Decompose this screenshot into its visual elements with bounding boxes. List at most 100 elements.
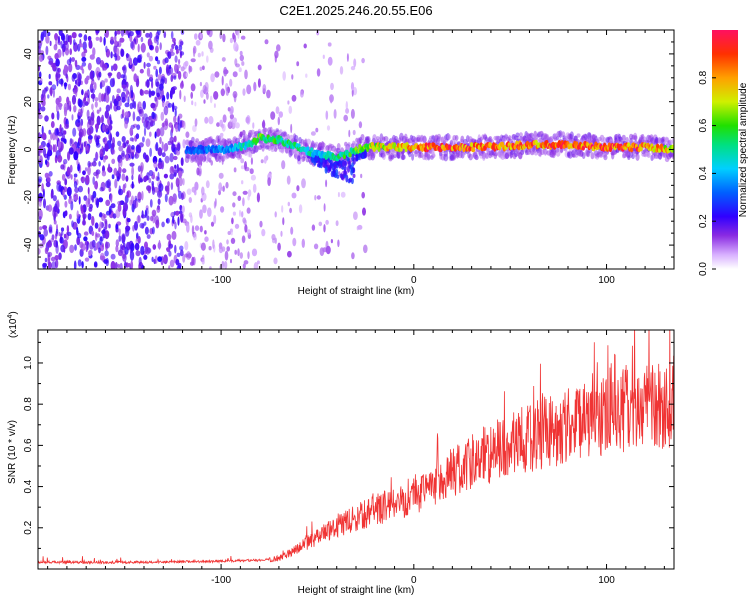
noise-speckle: [74, 244, 77, 251]
noise-speckle: [137, 236, 141, 244]
noise-speckle: [77, 163, 80, 172]
noise-speckle: [199, 66, 203, 72]
noise-speckle: [173, 105, 178, 110]
noise-speckle: [277, 116, 280, 126]
noise-speckle: [173, 135, 177, 143]
noise-speckle: [44, 247, 49, 255]
noise-speckle: [42, 263, 47, 269]
noise-speckle: [38, 39, 43, 47]
ridge-core: [581, 145, 586, 151]
noise-speckle: [83, 231, 89, 236]
noise-speckle: [54, 128, 60, 136]
noise-speckle: [303, 43, 307, 49]
noise-speckle: [101, 145, 104, 153]
snr-multiplier-close: ): [8, 311, 19, 314]
noise-speckle: [172, 215, 175, 224]
noise-speckle: [327, 56, 333, 66]
noise-speckle: [149, 45, 153, 50]
noise-speckle: [220, 123, 225, 129]
noise-speckle: [200, 242, 206, 251]
noise-speckle: [63, 82, 68, 87]
ridge-halo: [482, 152, 487, 158]
noise-speckle: [123, 202, 128, 212]
noise-speckle: [55, 58, 60, 67]
noise-speckle: [127, 96, 130, 105]
noise-speckle: [55, 38, 58, 47]
noise-speckle: [62, 158, 68, 165]
noise-speckle: [175, 210, 180, 216]
noise-speckle: [139, 88, 143, 96]
noise-speckle: [169, 166, 174, 175]
noise-speckle: [343, 114, 349, 122]
noise-speckle: [108, 223, 111, 229]
noise-speckle: [223, 69, 229, 75]
ridge-branch: [346, 157, 350, 162]
noise-speckle: [81, 56, 87, 62]
noise-speckle: [131, 152, 135, 157]
noise-speckle: [87, 160, 91, 168]
x-tick-label: -100: [211, 275, 231, 286]
noise-speckle: [110, 260, 116, 269]
noise-speckle: [125, 153, 129, 162]
noise-speckle: [99, 221, 103, 230]
noise-speckle: [87, 165, 91, 176]
noise-speckle: [301, 238, 305, 248]
noise-speckle: [176, 265, 182, 269]
ridge-core: [310, 147, 314, 153]
noise-speckle: [86, 127, 92, 136]
noise-speckle: [358, 121, 363, 129]
noise-speckle: [351, 252, 355, 260]
noise-speckle: [59, 236, 64, 244]
noise-speckle: [107, 166, 112, 173]
noise-speckle: [66, 59, 72, 66]
noise-speckle: [71, 114, 74, 121]
noise-speckle: [282, 71, 287, 81]
noise-speckle: [178, 176, 183, 187]
noise-speckle: [157, 190, 163, 198]
ridge-halo: [468, 153, 474, 161]
snr-multiplier-exp: 4: [7, 315, 14, 319]
noise-speckle: [118, 166, 122, 174]
noise-speckle: [135, 250, 141, 257]
noise-speckle: [118, 185, 122, 196]
noise-speckle: [111, 142, 115, 149]
noise-speckle: [38, 102, 42, 111]
noise-speckle: [85, 174, 90, 185]
noise-speckle: [168, 265, 171, 269]
noise-speckle: [184, 253, 189, 258]
noise-speckle: [250, 157, 253, 165]
noise-speckle: [38, 71, 42, 79]
noise-speckle: [230, 258, 232, 264]
noise-speckle: [109, 114, 112, 121]
noise-speckle: [121, 84, 127, 89]
noise-speckle: [202, 84, 207, 94]
ridge-halo: [603, 154, 608, 161]
noise-speckle: [171, 124, 174, 134]
noise-speckle: [95, 36, 100, 41]
noise-speckle: [113, 167, 118, 176]
noise-speckle: [114, 262, 118, 269]
noise-speckle: [159, 136, 162, 145]
noise-speckle: [56, 110, 60, 121]
noise-speckle: [39, 226, 43, 231]
noise-speckle: [53, 220, 57, 225]
ridge-halo: [454, 135, 459, 141]
ridge-halo: [483, 134, 488, 140]
snr-multiplier: (x104): [7, 311, 19, 338]
noise-speckle: [143, 113, 148, 121]
noise-speckle: [126, 241, 131, 251]
noise-speckle: [151, 185, 156, 195]
noise-speckle: [363, 244, 368, 254]
noise-speckle: [229, 114, 234, 120]
noise-speckle: [193, 232, 197, 241]
noise-speckle: [164, 57, 169, 64]
noise-speckle: [165, 217, 170, 224]
noise-speckle: [51, 132, 56, 141]
spectrogram-panel: -100 0 100 -40 -20 0 20 40 Height of straight l…: [7, 29, 675, 297]
noise-speckle: [225, 86, 229, 96]
noise-speckle: [263, 156, 267, 164]
noise-speckle: [163, 105, 169, 116]
noise-speckle: [151, 91, 155, 97]
noise-speckle: [218, 190, 221, 196]
noise-speckle: [58, 78, 64, 85]
